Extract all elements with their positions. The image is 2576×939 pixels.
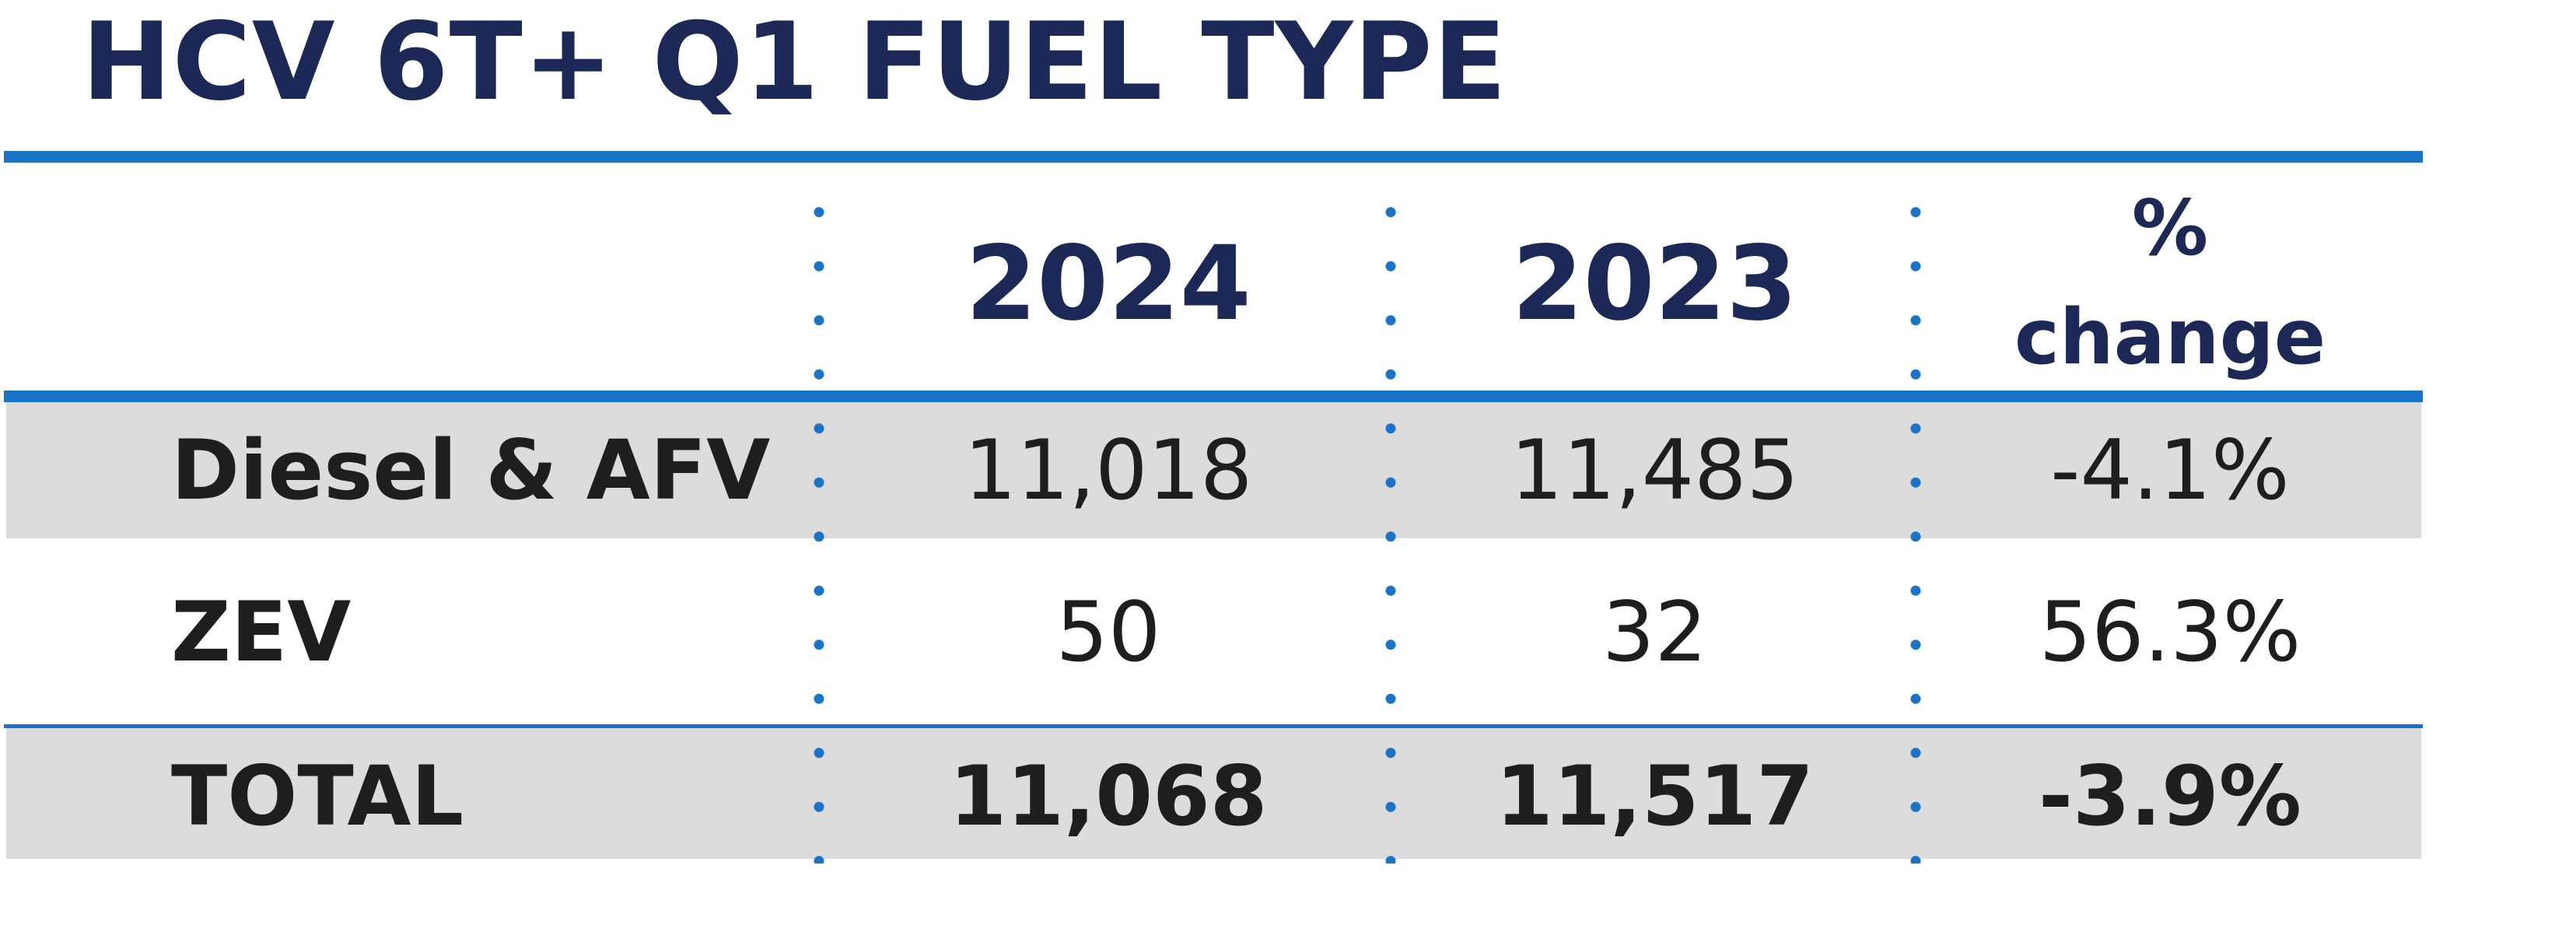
cell-diesel-2023: 11,485 [1510, 422, 1799, 518]
cell-zev-change: 56.3% [2039, 584, 2301, 680]
column-separator-2 [1384, 179, 1397, 864]
cell-zev-2024: 50 [1055, 584, 1161, 680]
row-band-total [6, 728, 2421, 859]
row-band-diesel [6, 402, 2421, 538]
header-rule [4, 391, 2423, 402]
total-rule [4, 724, 2423, 728]
top-rule [4, 151, 2423, 163]
cell-zev-2023: 32 [1602, 584, 1707, 680]
table-title: HCV 6T+ Q1 FUEL TYPE [82, 0, 1507, 124]
row-label-diesel-afv: Diesel & AFV [171, 422, 771, 518]
header-percent: % [2131, 184, 2209, 273]
row-label-total: TOTAL [171, 748, 464, 844]
cell-diesel-change: -4.1% [2050, 422, 2290, 518]
header-change: change [2014, 293, 2326, 382]
cell-diesel-2024: 11,018 [964, 422, 1253, 518]
column-separator-1 [813, 179, 825, 864]
row-label-zev: ZEV [171, 584, 352, 680]
cell-total-change: -3.9% [2039, 748, 2301, 844]
header-2023: 2023 [1511, 224, 1798, 344]
cell-total-2023: 11,517 [1495, 748, 1815, 844]
header-2024: 2024 [965, 224, 1251, 344]
cell-total-2024: 11,068 [949, 748, 1268, 844]
column-separator-3 [1909, 179, 1922, 864]
